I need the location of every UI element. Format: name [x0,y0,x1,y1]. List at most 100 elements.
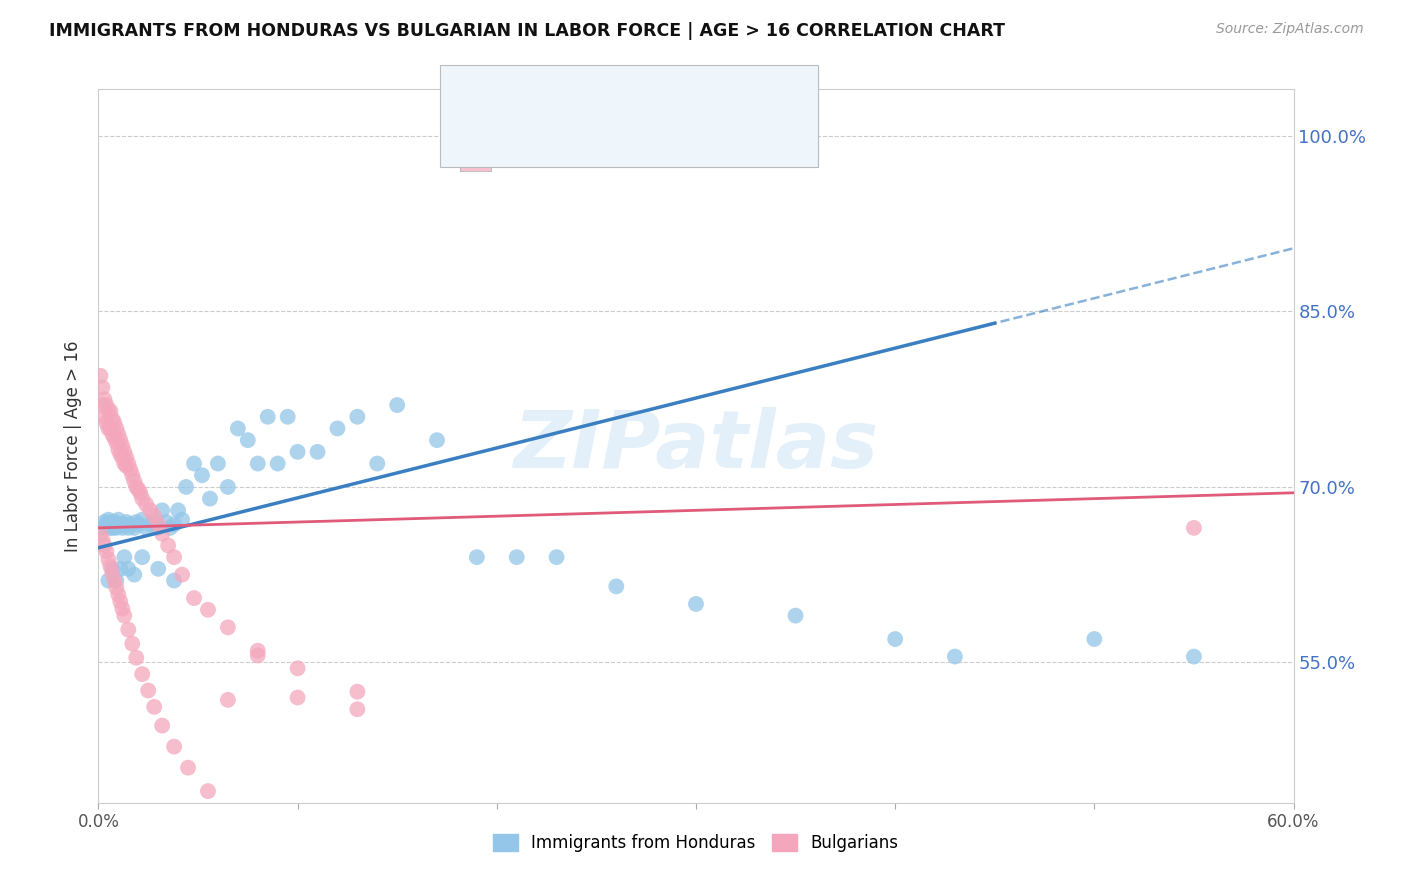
Point [120,462,142,476]
Point [131,491,153,506]
Point [98,559,122,574]
Point [124,567,146,582]
Point [155,515,177,529]
Point [97,513,120,527]
Point [125,480,148,494]
Point [101,566,124,581]
Point [246,644,269,658]
Point [105,581,128,595]
Point [105,435,128,450]
Point [546,550,568,565]
Point [129,485,152,500]
Point [256,409,278,424]
Point [97,421,120,435]
Point [127,483,149,497]
Point [1182,649,1205,664]
Point [226,421,249,435]
Point [246,457,269,471]
Point [150,526,173,541]
Point [107,427,129,442]
Point [139,517,162,532]
Point [143,699,166,714]
Point [307,445,329,459]
Point [110,447,132,461]
Text: Source: ZipAtlas.com: Source: ZipAtlas.com [1216,22,1364,37]
Point [136,683,159,698]
Point [112,445,135,459]
Point [139,503,162,517]
Point [115,458,138,473]
Point [163,574,186,588]
Point [117,521,139,535]
Point [103,574,125,588]
Point [191,468,214,483]
Point [91,533,114,547]
Point [115,450,138,465]
Point [97,574,120,588]
Point [150,718,173,732]
Point [101,412,124,426]
Point [101,562,124,576]
Point [163,517,186,532]
Point [1182,521,1205,535]
Point [135,521,157,535]
Point [103,416,125,430]
Point [97,517,120,532]
Point [148,521,170,535]
Text: 0.030: 0.030 [541,149,598,167]
Point [157,538,180,552]
Text: 0.325: 0.325 [541,83,598,101]
Point [135,498,157,512]
Point [96,416,118,430]
Point [91,380,114,394]
Point [121,468,143,483]
Point [124,474,146,488]
Point [96,544,118,558]
Point [246,648,269,663]
Point [506,550,529,565]
Point [125,650,148,665]
Point [148,517,170,532]
Point [98,521,122,535]
Point [159,521,181,535]
Point [346,409,368,424]
Point [117,562,139,576]
Point [111,601,134,615]
Point [287,445,309,459]
Point [105,574,128,588]
Point [111,439,134,453]
Point [97,404,120,418]
Point [96,398,118,412]
Point [167,503,190,517]
Point [177,761,200,775]
Y-axis label: In Labor Force | Age > 16: In Labor Force | Age > 16 [65,340,83,552]
Point [93,515,115,529]
Point [107,442,129,457]
Point [96,517,118,532]
Point [131,550,153,565]
Point [91,398,114,412]
Point [121,637,143,651]
Point [112,517,135,532]
Point [287,690,309,705]
Point [93,392,115,407]
Point [107,513,129,527]
Point [93,538,115,552]
Point [97,552,120,566]
Point [110,433,132,447]
Point [105,521,128,535]
Point [172,513,194,527]
Point [174,480,197,494]
Point [111,450,134,465]
Point [236,433,259,447]
Text: R =: R = [499,149,538,167]
Point [110,594,132,608]
Point [207,457,229,471]
Point [267,457,290,471]
Point [197,784,219,798]
Point [148,562,170,576]
Point [98,404,122,418]
Point [89,526,111,541]
Point [124,521,146,535]
Point [143,509,166,524]
